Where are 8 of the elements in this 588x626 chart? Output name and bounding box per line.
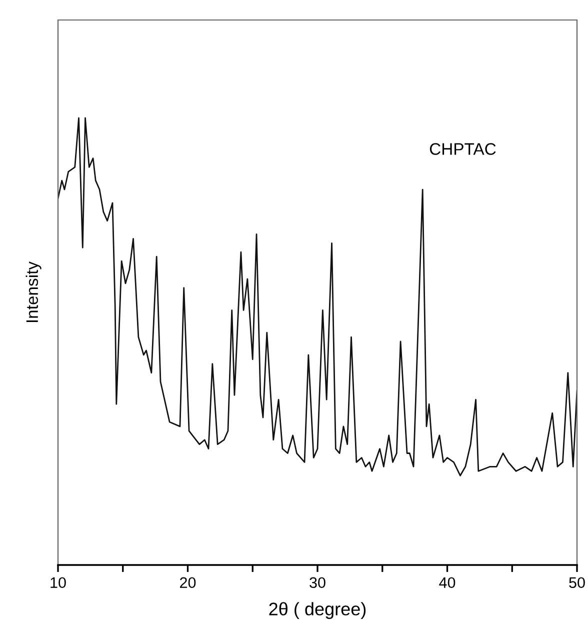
x-tick-label: 10 [50, 577, 66, 588]
x-tick-label: 30 [310, 577, 326, 588]
x-axis-title: 2θ ( degree) [269, 602, 366, 619]
x-tick-label: 20 [180, 577, 196, 588]
text: CHPTAC [430, 143, 496, 155]
y-axis-title: Intensity [26, 261, 42, 322]
x-tick-label: 50 [569, 577, 585, 588]
x-tick-label: 40 [439, 577, 456, 588]
